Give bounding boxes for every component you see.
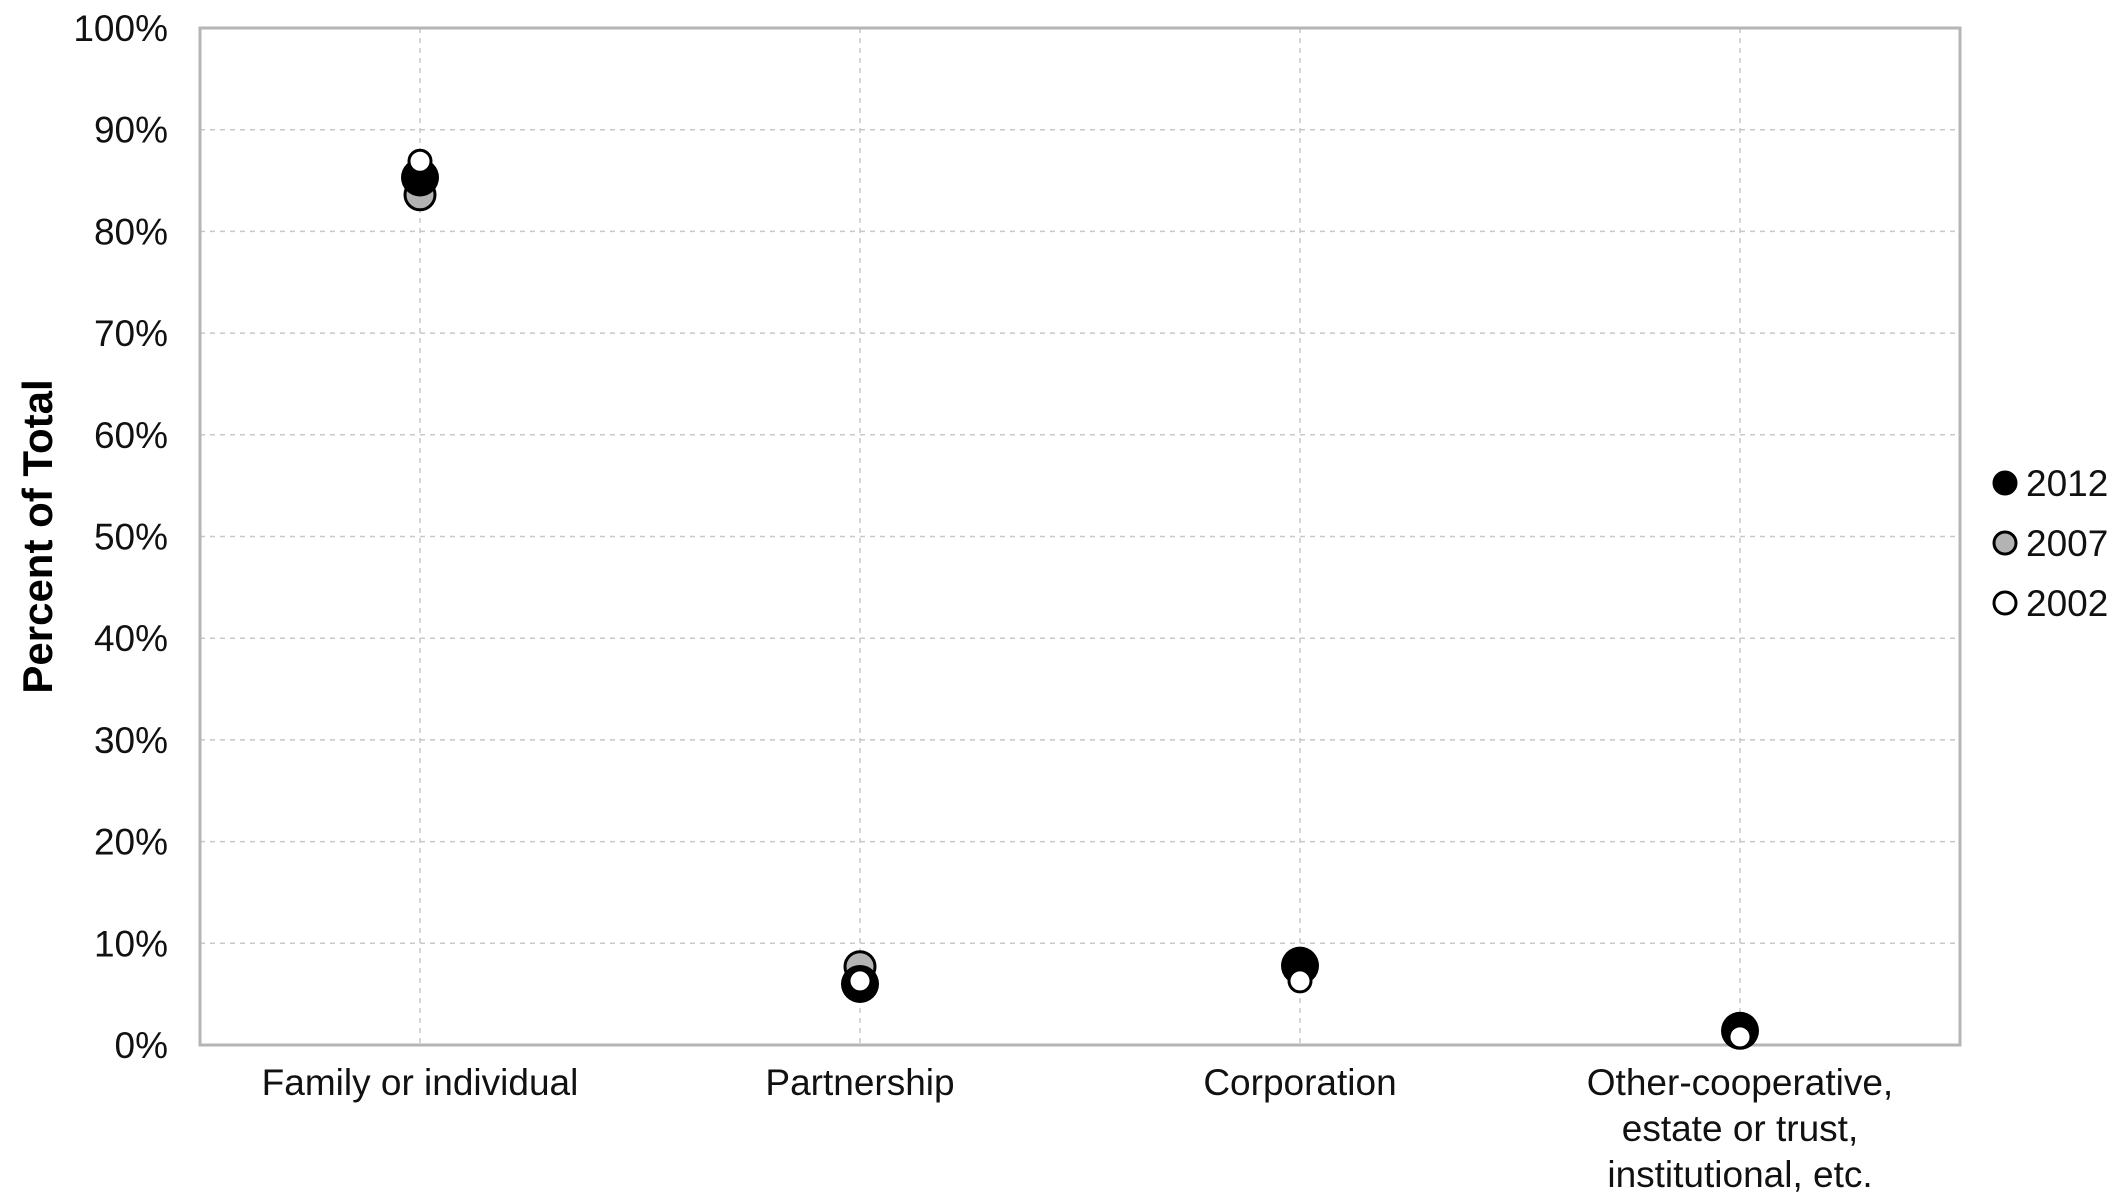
x-category-label: Family or individual (262, 1062, 579, 1103)
x-category-label: Partnership (765, 1062, 954, 1103)
x-category-label: Other-cooperative, estate or trust, instit… (1587, 1062, 1893, 1195)
y-tick-label: 70% (94, 313, 168, 354)
point-2002 (1287, 968, 1313, 994)
legend-label: 2012 (2026, 463, 2108, 504)
legend-marker-2007 (1992, 530, 2018, 556)
y-tick-label: 60% (94, 415, 168, 456)
y-tick-label: 10% (94, 923, 168, 964)
y-tick-label: 50% (94, 517, 168, 558)
plot-area (198, 26, 1962, 1047)
y-tick-label: 0% (115, 1025, 168, 1066)
legend-label: 2007 (2026, 523, 2108, 564)
x-category-label: Corporation (1203, 1062, 1396, 1103)
y-tick-label: 30% (94, 720, 168, 761)
y-tick-label: 40% (94, 618, 168, 659)
y-tick-label: 100% (73, 8, 168, 49)
data-points (401, 148, 1759, 1050)
legend-marker-2012 (1992, 470, 2018, 496)
grid-lines (200, 28, 1960, 1045)
x-axis-categories: Family or individual Partnership Corporati… (262, 1062, 1894, 1195)
legend-marker-2002 (1992, 590, 2018, 616)
y-tick-label: 20% (94, 822, 168, 863)
y-tick-label: 80% (94, 211, 168, 252)
y-tick-label: 90% (94, 110, 168, 151)
legend-label: 2002 (2026, 583, 2108, 624)
y-axis-ticks: 0% 10% 20% 30% 40% 50% 60% 70% 80% 90% 100% (73, 8, 168, 1066)
point-2002 (407, 148, 433, 174)
point-2002 (1727, 1024, 1753, 1050)
y-axis-title: Percent of Total (14, 379, 61, 693)
point-2002 (847, 968, 873, 994)
legend: 2012 2007 2002 (1992, 463, 2108, 624)
